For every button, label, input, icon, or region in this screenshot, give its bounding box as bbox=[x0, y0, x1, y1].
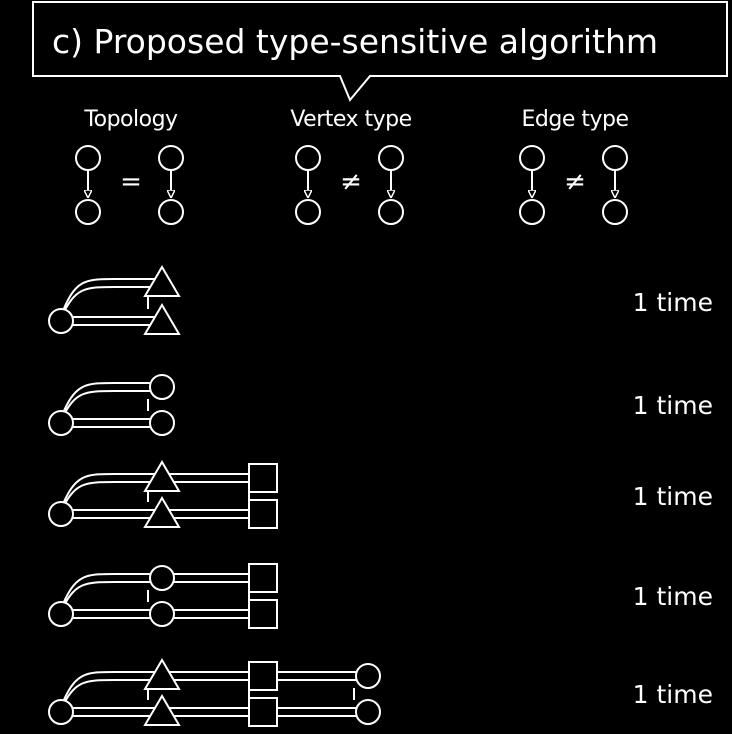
circle-vertex bbox=[355, 663, 381, 689]
circle-vertex bbox=[48, 308, 74, 334]
circle-vertex bbox=[355, 699, 381, 725]
criterion-label: Edge type bbox=[521, 107, 628, 132]
criterion-label: Topology bbox=[83, 107, 178, 132]
circle-vertex bbox=[149, 410, 175, 436]
square-vertex bbox=[248, 661, 278, 691]
not-equal-sign: ≠ bbox=[340, 167, 362, 197]
edge-rail bbox=[60, 671, 368, 708]
circle-vertex bbox=[48, 601, 74, 627]
occurrence-count: 1 time bbox=[633, 582, 713, 611]
source-vertex bbox=[378, 145, 404, 171]
edge-rail bbox=[60, 390, 162, 421]
pattern-row: 1 time bbox=[48, 563, 713, 629]
criterion-edge-type: Edge type ≠ bbox=[519, 107, 629, 225]
square-vertex bbox=[248, 599, 278, 629]
edge-rail bbox=[60, 278, 162, 317]
circle-vertex bbox=[48, 410, 74, 436]
source-vertex bbox=[519, 145, 545, 171]
source-vertex bbox=[158, 145, 184, 171]
pattern-row: 1 time bbox=[48, 460, 713, 529]
edge-rail bbox=[60, 679, 368, 710]
occurrence-count: 1 time bbox=[633, 288, 713, 317]
vertex-pair-left bbox=[295, 145, 321, 225]
edge-rail bbox=[60, 473, 263, 510]
criterion-label: Vertex type bbox=[290, 107, 411, 132]
occurrence-count: 1 time bbox=[633, 680, 713, 709]
source-vertex bbox=[75, 145, 101, 171]
vertex-pair-left bbox=[75, 145, 101, 225]
target-vertex bbox=[378, 199, 404, 225]
square-vertex bbox=[248, 563, 278, 593]
occurrence-count: 1 time bbox=[633, 482, 713, 511]
pattern-row: 1 time bbox=[48, 265, 713, 335]
equals-sign: = bbox=[120, 167, 142, 197]
title-callout-frame bbox=[32, 1, 728, 102]
triangle-vertex bbox=[143, 460, 181, 492]
patterns-list: 1 time 1 time 1 time 1 time 1 time bbox=[48, 265, 713, 727]
criterion-topology: Topology = bbox=[75, 107, 184, 225]
circle-vertex bbox=[149, 374, 175, 400]
criterion-vertex-type: Vertex type ≠ bbox=[290, 107, 412, 225]
circle-vertex bbox=[149, 601, 175, 627]
circle-vertex bbox=[149, 565, 175, 591]
title-callout: c) Proposed type-sensitive algorithm bbox=[32, 1, 728, 102]
criteria-row: Topology = Vertex type ≠ Edge type ≠ bbox=[75, 107, 629, 225]
circle-vertex bbox=[48, 699, 74, 725]
square-vertex bbox=[248, 463, 278, 493]
triangle-vertex bbox=[143, 496, 181, 528]
target-vertex bbox=[519, 199, 545, 225]
square-vertex bbox=[248, 697, 278, 727]
vertex-pair-right bbox=[158, 145, 184, 225]
pattern-row: 1 time bbox=[48, 374, 713, 436]
vertex-pair-left bbox=[519, 145, 545, 225]
triangle-vertex bbox=[143, 658, 181, 690]
circle-vertex bbox=[48, 501, 74, 527]
vertex-pair-right bbox=[378, 145, 404, 225]
source-vertex bbox=[295, 145, 321, 171]
source-vertex bbox=[602, 145, 628, 171]
square-vertex bbox=[248, 499, 278, 529]
triangle-vertex bbox=[143, 265, 181, 297]
target-vertex bbox=[75, 199, 101, 225]
triangle-vertex bbox=[143, 303, 181, 335]
occurrence-count: 1 time bbox=[633, 391, 713, 420]
edge-rail bbox=[60, 573, 263, 610]
triangle-vertex bbox=[143, 694, 181, 726]
target-vertex bbox=[295, 199, 321, 225]
edge-rail bbox=[60, 382, 162, 419]
title-text: c) Proposed type-sensitive algorithm bbox=[52, 22, 658, 61]
target-vertex bbox=[158, 199, 184, 225]
vertex-pair-right bbox=[602, 145, 628, 225]
pattern-row: 1 time bbox=[48, 658, 713, 727]
not-equal-sign: ≠ bbox=[564, 167, 586, 197]
target-vertex bbox=[602, 199, 628, 225]
